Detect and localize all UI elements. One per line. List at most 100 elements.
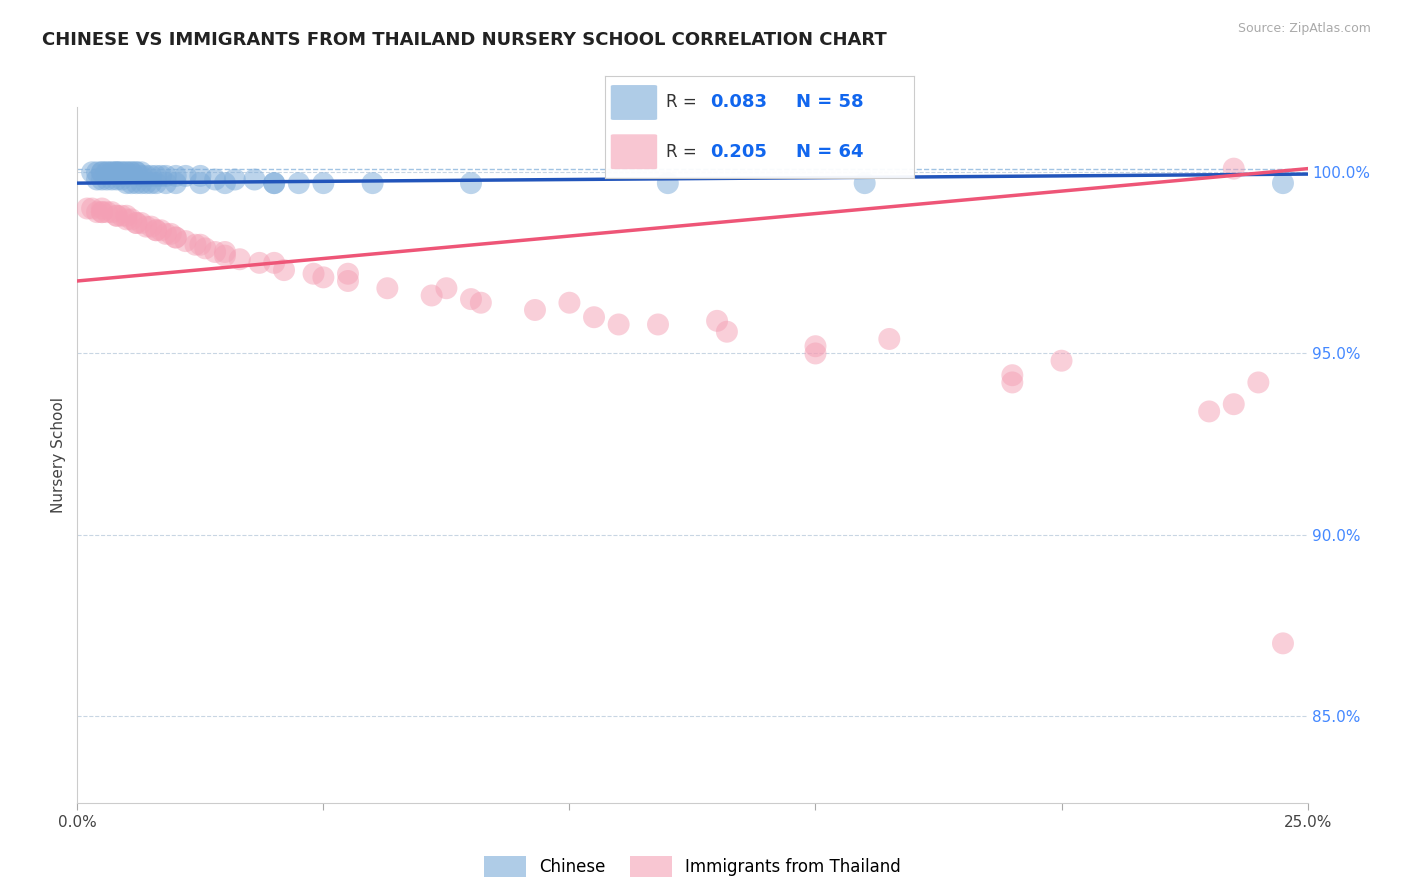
Point bbox=[105, 165, 128, 179]
Point bbox=[150, 169, 173, 183]
Point bbox=[214, 176, 236, 190]
Point bbox=[141, 176, 163, 190]
Point bbox=[165, 169, 187, 183]
Point bbox=[204, 172, 226, 186]
Point bbox=[160, 227, 183, 241]
Point bbox=[145, 169, 167, 183]
Point bbox=[214, 249, 236, 263]
Point bbox=[115, 209, 138, 223]
Point bbox=[470, 295, 492, 310]
Point bbox=[121, 165, 143, 179]
Point bbox=[460, 176, 482, 190]
FancyBboxPatch shape bbox=[610, 85, 657, 120]
Point bbox=[224, 172, 246, 186]
Point bbox=[129, 176, 153, 190]
Point bbox=[141, 169, 163, 183]
Point bbox=[263, 176, 285, 190]
Point bbox=[716, 325, 738, 339]
Point bbox=[1223, 397, 1246, 411]
Point bbox=[145, 176, 167, 190]
Point bbox=[145, 223, 167, 237]
Point bbox=[135, 176, 157, 190]
Point bbox=[111, 209, 132, 223]
Point bbox=[155, 227, 177, 241]
Text: N = 64: N = 64 bbox=[796, 143, 863, 161]
Text: Source: ZipAtlas.com: Source: ZipAtlas.com bbox=[1237, 22, 1371, 36]
Point bbox=[204, 245, 226, 260]
Point bbox=[105, 165, 128, 179]
Point bbox=[583, 310, 606, 325]
Point bbox=[188, 169, 212, 183]
Point bbox=[879, 332, 901, 346]
Point bbox=[657, 176, 679, 190]
Point bbox=[337, 274, 360, 288]
Point bbox=[1272, 176, 1295, 190]
Point bbox=[273, 263, 295, 277]
Point bbox=[263, 176, 285, 190]
Point bbox=[96, 172, 118, 186]
Point bbox=[141, 219, 163, 234]
Point bbox=[1223, 161, 1246, 176]
Point bbox=[111, 165, 132, 179]
Point bbox=[1050, 353, 1073, 368]
Point bbox=[1272, 636, 1295, 650]
Point bbox=[361, 176, 384, 190]
Point bbox=[165, 176, 187, 190]
Point bbox=[436, 281, 458, 295]
Point bbox=[115, 165, 138, 179]
Point bbox=[337, 267, 360, 281]
Point bbox=[96, 165, 118, 179]
Point bbox=[263, 256, 285, 270]
Point bbox=[125, 216, 148, 230]
Point bbox=[96, 165, 118, 179]
Point bbox=[90, 172, 114, 186]
Point bbox=[101, 205, 124, 219]
Point bbox=[121, 212, 143, 227]
Point bbox=[558, 295, 581, 310]
Point bbox=[76, 202, 98, 216]
Point bbox=[155, 176, 177, 190]
Point bbox=[184, 237, 207, 252]
Text: R =: R = bbox=[666, 143, 697, 161]
Point bbox=[853, 176, 876, 190]
Point bbox=[82, 165, 104, 179]
Point bbox=[165, 230, 187, 244]
Point bbox=[115, 165, 138, 179]
Point bbox=[243, 172, 266, 186]
Point bbox=[288, 176, 311, 190]
Point bbox=[302, 267, 325, 281]
Point bbox=[150, 223, 173, 237]
Point bbox=[524, 303, 547, 318]
Point bbox=[249, 256, 271, 270]
Point bbox=[460, 292, 482, 306]
Point bbox=[101, 172, 124, 186]
Point bbox=[86, 172, 108, 186]
FancyBboxPatch shape bbox=[610, 135, 657, 169]
Point bbox=[155, 169, 177, 183]
Point bbox=[214, 245, 236, 260]
Text: R =: R = bbox=[666, 94, 697, 112]
Point bbox=[121, 176, 143, 190]
Point bbox=[105, 165, 128, 179]
Point bbox=[115, 212, 138, 227]
Point bbox=[111, 165, 132, 179]
Point bbox=[1198, 404, 1220, 418]
Point bbox=[804, 339, 827, 353]
Point bbox=[420, 288, 443, 302]
Point bbox=[1247, 376, 1270, 390]
Point bbox=[86, 165, 108, 179]
Point bbox=[804, 346, 827, 360]
Point bbox=[82, 202, 104, 216]
Point bbox=[121, 165, 143, 179]
Point bbox=[105, 209, 128, 223]
Point bbox=[90, 205, 114, 219]
Point bbox=[111, 172, 132, 186]
Point bbox=[312, 270, 335, 285]
Point bbox=[135, 219, 157, 234]
Point bbox=[135, 169, 157, 183]
Point bbox=[125, 165, 148, 179]
Point bbox=[1001, 376, 1024, 390]
Point bbox=[706, 314, 728, 328]
Point bbox=[125, 165, 148, 179]
Point bbox=[101, 165, 124, 179]
